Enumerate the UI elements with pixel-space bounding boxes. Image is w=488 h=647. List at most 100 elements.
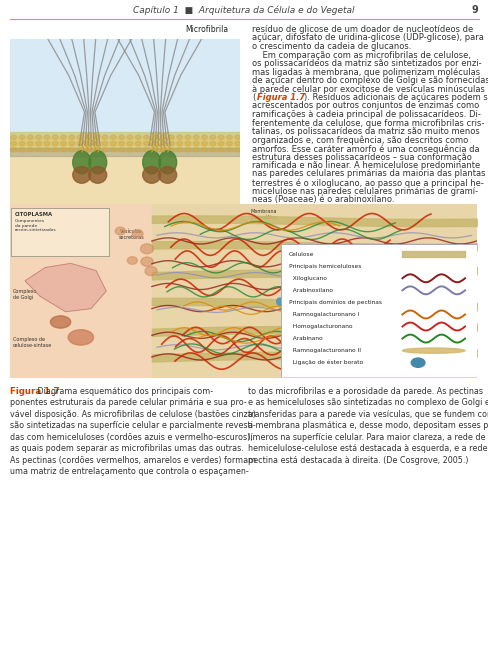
Ellipse shape [19,142,25,146]
Ellipse shape [151,148,158,152]
Ellipse shape [52,148,58,152]
Text: CITOPLASMA: CITOPLASMA [15,212,53,217]
Ellipse shape [19,135,25,139]
Ellipse shape [119,142,124,146]
Ellipse shape [410,358,424,367]
Bar [10,39,239,144]
Ellipse shape [193,142,199,146]
Ellipse shape [276,298,283,305]
Ellipse shape [69,135,75,139]
Ellipse shape [61,135,66,139]
Text: ferentemente da celulose, que forma microfibrilas cris-: ferentemente da celulose, que forma micr… [251,118,484,127]
Ellipse shape [201,148,207,152]
Ellipse shape [184,135,190,139]
Ellipse shape [27,148,33,152]
Text: 9: 9 [470,5,477,15]
Text: Arabinano: Arabinano [288,336,322,341]
Text: acrescentados por outros conjuntos de enzimas como: acrescentados por outros conjuntos de en… [251,102,478,111]
Text: Capítulo 1  ■  Arquitetura da Célula e do Vegetal: Capítulo 1 ■ Arquitetura da Célula e do … [133,6,354,15]
Ellipse shape [234,148,240,152]
Text: Em comparação com as microfibrilas de celulose,: Em comparação com as microfibrilas de ce… [251,50,470,60]
Text: Ligação de éster borato: Ligação de éster borato [288,360,363,366]
Text: Figura 1.6: Figura 1.6 [10,187,60,196]
Ellipse shape [110,142,116,146]
Ellipse shape [209,148,215,152]
Text: Arabinoxilano: Arabinoxilano [288,288,332,293]
Text: Principais domínios de pectinas: Principais domínios de pectinas [288,300,381,305]
Ellipse shape [27,135,33,139]
Ellipse shape [234,135,240,139]
Ellipse shape [143,135,149,139]
Text: Membrana
plasmática: Membrana plasmática [250,209,277,221]
Ellipse shape [234,142,240,146]
Ellipse shape [126,135,133,139]
Text: talinas, os polissacarídeos da matriz são muito menos: talinas, os polissacarídeos da matriz sã… [251,127,479,136]
Ellipse shape [201,142,207,146]
Text: à parede celular por exocitose de vesículas minúsculas: à parede celular por exocitose de vesícu… [251,85,484,94]
Ellipse shape [36,148,41,152]
Ellipse shape [126,148,133,152]
Text: Vesículas
secretoras: Vesículas secretoras [119,230,144,240]
Bar [10,204,152,378]
Polygon shape [25,263,106,312]
Text: organizados e, com frequência, são descritos como: organizados e, com frequência, são descr… [251,135,468,145]
Ellipse shape [143,148,149,152]
Ellipse shape [176,148,183,152]
Text: resíduo de glicose de um doador de nucleotídeos de: resíduo de glicose de um doador de nucle… [251,25,472,34]
Text: Ramnogalacturonano II: Ramnogalacturonano II [288,348,360,353]
Text: Cadeias de
glucanos: Cadeias de glucanos [164,53,207,72]
Ellipse shape [193,135,199,139]
Ellipse shape [402,348,464,353]
Ellipse shape [11,142,17,146]
Text: Ramnogalacturonano I: Ramnogalacturonano I [288,312,359,317]
Ellipse shape [141,257,153,267]
Ellipse shape [151,142,158,146]
Ellipse shape [11,135,17,139]
Text: ). Resíduos adicionais de açúcares podem ser: ). Resíduos adicionais de açúcares podem… [304,93,488,102]
Ellipse shape [126,142,133,146]
Text: Figura 1.7: Figura 1.7 [257,93,305,102]
Text: Membrana
plasmática: Membrana plasmática [13,89,55,109]
Text: os polissacarídeos da matriz são sintetizados por enzi-: os polissacarídeos da matriz são sinteti… [251,59,481,68]
Text: Homogalacturonano: Homogalacturonano [288,324,352,329]
Text: to das microfibrilas e a porosidade da parede. As pectinas
e as hemiceluloses sã: to das microfibrilas e a porosidade da p… [247,387,488,465]
Ellipse shape [73,166,91,183]
Text: Componentes
da parede
recém-sintetizados: Componentes da parede recém-sintetizados [15,219,57,232]
Ellipse shape [61,148,66,152]
Ellipse shape [168,148,174,152]
Ellipse shape [85,142,91,146]
FancyBboxPatch shape [11,208,109,256]
Ellipse shape [85,135,91,139]
Ellipse shape [115,227,125,235]
Text: Complexo
de Golgi: Complexo de Golgi [13,289,37,300]
Ellipse shape [11,148,17,152]
Ellipse shape [132,230,142,237]
Ellipse shape [209,135,215,139]
Ellipse shape [102,142,108,146]
Text: Principais hemiceluloses: Principais hemiceluloses [288,264,361,269]
Ellipse shape [44,135,50,139]
Ellipse shape [226,142,232,146]
Ellipse shape [151,135,158,139]
Ellipse shape [69,142,75,146]
Ellipse shape [158,151,176,174]
Ellipse shape [176,142,183,146]
Text: Celulose: Celulose [288,252,314,257]
Text: mas ligadas à membrana, que polimerizam moléculas: mas ligadas à membrana, que polimerizam … [251,67,479,77]
Ellipse shape [36,135,41,139]
Ellipse shape [218,142,224,146]
Ellipse shape [44,142,50,146]
Ellipse shape [193,148,199,152]
Ellipse shape [88,151,106,174]
Ellipse shape [184,148,190,152]
Ellipse shape [145,267,157,276]
Text: Microfibrila: Microfibrila [184,25,228,34]
Bar [10,148,239,156]
Ellipse shape [52,142,58,146]
Ellipse shape [102,148,108,152]
Text: Xiloglucano: Xiloglucano [288,276,326,281]
Text: micelulose nas paredes celulares primárias de gramí-: micelulose nas paredes celulares primári… [251,186,477,195]
Ellipse shape [226,148,232,152]
Text: Complexo de
celulose-sintase: Complexo de celulose-sintase [13,337,52,348]
Ellipse shape [110,135,116,139]
